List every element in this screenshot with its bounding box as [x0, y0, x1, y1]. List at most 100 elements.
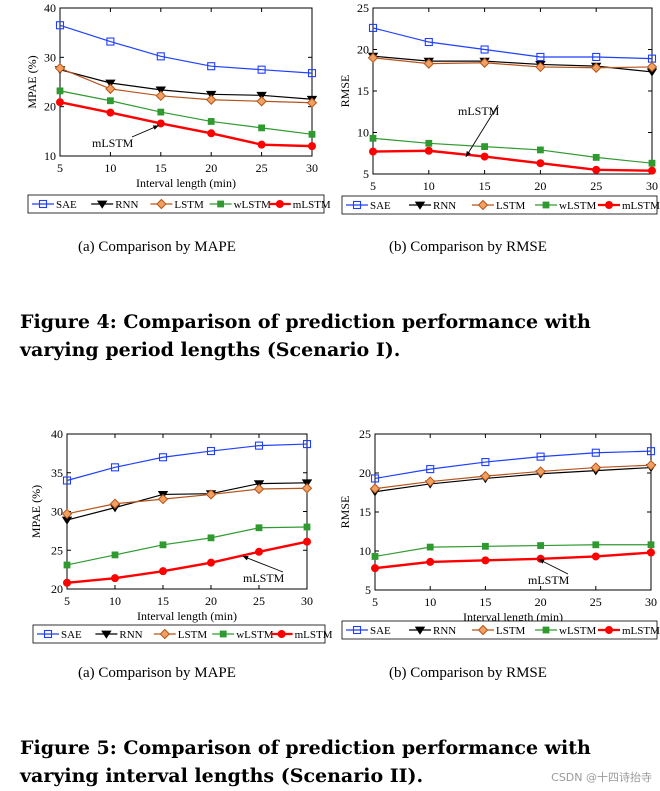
line-wlstm — [59, 90, 313, 135]
point-lstm — [155, 90, 167, 102]
legend-marker — [477, 624, 489, 636]
point-wlstm — [648, 159, 656, 167]
point-mlstm — [254, 547, 263, 556]
y-axis-label: MPAE (%) — [25, 55, 39, 108]
x-tick-label: 15 — [157, 594, 169, 608]
y-axis-label: RMSE — [338, 75, 352, 108]
point-lstm — [479, 57, 490, 68]
line-lstm — [59, 67, 313, 104]
line-wlstm — [374, 544, 651, 558]
legend-marker — [604, 625, 613, 634]
legend: SAE RNN LSTM wLSTM mLSTM — [27, 194, 331, 214]
point-wlstm — [369, 134, 377, 142]
subcaption-fig5-b: (b) Comparison by RMSE — [389, 665, 547, 681]
point-mlstm — [307, 142, 316, 151]
point-mlstm — [156, 119, 165, 128]
y-axis-label: RMSE — [338, 496, 352, 529]
point-mlstm — [206, 558, 215, 567]
legend-item-sae: SAE — [346, 625, 391, 637]
legend-item-wlstm: wLSTM — [535, 200, 597, 212]
point-mlstm — [106, 108, 115, 117]
annotation-label: mLSTM — [92, 136, 134, 150]
legend-marker — [159, 628, 171, 640]
legend-label: wLSTM — [559, 200, 597, 212]
legend-marker — [414, 626, 426, 635]
legend-item-lstm: LSTM — [150, 198, 204, 211]
point-rnn — [105, 79, 116, 88]
legend-item-wlstm: wLSTM — [535, 625, 597, 637]
line-rnn — [374, 466, 652, 493]
legend-label: mLSTM — [622, 200, 660, 212]
point-wlstm — [308, 130, 316, 138]
point-mlstm — [63, 578, 72, 587]
series-wlstm — [63, 523, 311, 569]
x-tick-label: 30 — [646, 179, 658, 193]
x-tick-label: 10 — [423, 179, 435, 193]
series-mlstm — [56, 98, 316, 151]
legend-item-rnn: RNN — [409, 200, 456, 212]
point-lstm — [369, 483, 381, 494]
legend-item-mlstm: mLSTM — [598, 200, 660, 212]
series-lstm — [369, 459, 657, 494]
subcaption-fig5-a: (a) Comparison by MAPE — [78, 665, 236, 681]
legend-item-rnn: RNN — [95, 629, 143, 641]
point-mlstm — [257, 140, 266, 149]
chart-fig5-rmse: 5 10 15 20 25 30 5 10 15 20 25 Interval length (min… — [338, 427, 660, 640]
line-mlstm — [372, 149, 653, 172]
x-tick-label: 25 — [590, 595, 602, 609]
legend-label: RNN — [115, 199, 138, 211]
legend-item-mlstm: mLSTM — [270, 629, 333, 641]
y-tick-label: 10 — [357, 126, 369, 140]
point-sae — [480, 45, 489, 54]
y-tick-label: 10 — [44, 149, 56, 163]
y-tick-label: 15 — [359, 505, 371, 519]
legend-item-sae: SAE — [37, 629, 82, 641]
legend: SAE RNN LSTM wLSTM mLSTM — [341, 195, 660, 215]
point-mlstm — [592, 165, 601, 174]
point-lstm — [205, 94, 217, 105]
annotation-arrowhead — [465, 150, 471, 157]
series-sae — [370, 447, 656, 483]
legend-item-rnn: RNN — [409, 625, 456, 637]
legend-marker — [217, 200, 225, 208]
point-sae — [110, 463, 120, 472]
x-tick-label: 25 — [253, 594, 265, 608]
point-wlstm — [111, 551, 119, 559]
legend-marker — [38, 199, 48, 209]
point-mlstm — [369, 147, 378, 156]
point-wlstm — [647, 541, 655, 549]
x-tick-label: 15 — [479, 179, 491, 193]
line-sae — [374, 450, 652, 480]
series-rnn — [61, 479, 313, 525]
point-sae — [106, 37, 115, 46]
point-wlstm — [425, 139, 433, 147]
legend-label: SAE — [370, 200, 391, 212]
line-wlstm — [372, 137, 653, 164]
legend-item-lstm: LSTM — [472, 199, 526, 212]
point-lstm — [105, 83, 116, 95]
point-wlstm — [536, 146, 544, 154]
point-sae — [206, 446, 216, 456]
y-tick-label: 20 — [357, 43, 369, 57]
legend-marker — [43, 629, 53, 639]
x-tick-label: 10 — [104, 161, 116, 175]
point-mlstm — [111, 574, 120, 583]
point-wlstm — [426, 543, 434, 551]
line-sae — [372, 27, 653, 60]
point-mlstm — [481, 556, 490, 565]
legend-label: wLSTM — [236, 629, 274, 641]
x-tick-label: 15 — [479, 595, 491, 609]
point-sae — [646, 447, 656, 456]
legend-item-mlstm: mLSTM — [598, 625, 660, 637]
legend-label: SAE — [370, 625, 391, 637]
point-wlstm — [592, 541, 600, 549]
legend-item-sae: SAE — [346, 200, 391, 212]
point-lstm — [535, 466, 546, 477]
x-tick-label: 10 — [424, 595, 436, 609]
point-sae — [536, 52, 545, 62]
legend-label: LSTM — [496, 200, 526, 212]
legend-marker — [542, 201, 550, 209]
line-mlstm — [374, 551, 652, 570]
